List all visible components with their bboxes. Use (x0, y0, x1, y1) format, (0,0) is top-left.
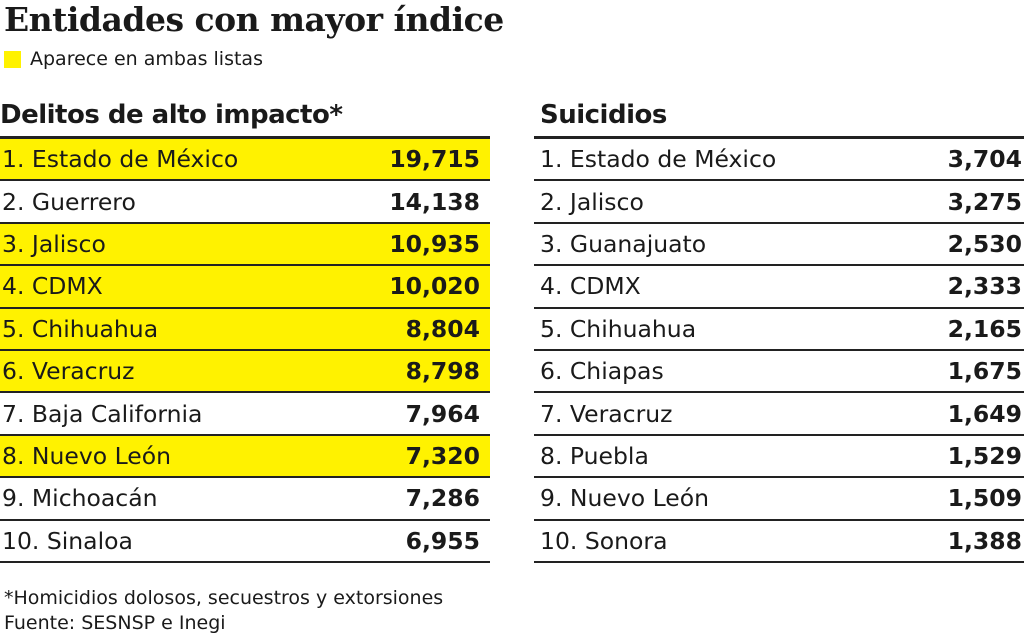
row-value: 2,333 (947, 272, 1022, 301)
table-delitos: Delitos de alto impacto* 1. Estado de Mé… (0, 100, 490, 563)
row-label: 6. Chiapas (540, 357, 664, 386)
page-title: Entidades con mayor índice (4, 0, 504, 39)
row-value: 1,675 (947, 357, 1022, 386)
table-row: 6. Chiapas 1,675 (534, 351, 1024, 394)
row-label: 1. Estado de México (2, 145, 239, 174)
row-label: 3. Guanajuato (540, 229, 707, 258)
row-label: 10. Sinaloa (2, 526, 133, 555)
table-row: 2. Guerrero 14,138 (0, 181, 490, 224)
row-value: 1,529 (947, 441, 1022, 470)
table-row: 7. Baja California 7,964 (0, 393, 490, 436)
row-value: 8,804 (405, 314, 480, 343)
row-value: 7,964 (405, 399, 480, 428)
row-value: 3,275 (947, 187, 1022, 216)
row-label: 7. Baja California (2, 399, 203, 428)
row-label: 9. Michoacán (2, 484, 158, 513)
row-label: 4. CDMX (2, 272, 103, 301)
row-value: 1,509 (947, 484, 1022, 513)
table-row: 3. Guanajuato 2,530 (534, 224, 1024, 267)
table-row: 3. Jalisco 10,935 (0, 223, 490, 267)
table-rows: 1. Estado de México 3,704 2. Jalisco 3,275 3… (534, 136, 1024, 563)
row-value: 1,649 (947, 399, 1022, 428)
row-label: 6. Veracruz (2, 357, 135, 386)
row-value: 2,530 (947, 229, 1022, 258)
row-value: 3,704 (947, 145, 1022, 174)
row-label: 5. Chihuahua (2, 314, 159, 343)
row-label: 7. Veracruz (540, 399, 673, 428)
row-label: 10. Sonora (540, 526, 668, 555)
table-row: 5. Chihuahua 8,804 (0, 308, 490, 351)
row-value: 6,955 (405, 526, 480, 555)
row-value: 19,715 (389, 145, 480, 174)
table-row: 8. Nuevo León 7,320 (0, 435, 490, 479)
footnotes: *Homicidios dolosos, secuestros y extors… (4, 586, 443, 636)
row-value: 14,138 (389, 187, 480, 216)
row-label: 5. Chihuahua (540, 314, 697, 343)
row-value: 10,020 (389, 272, 480, 301)
row-value: 1,388 (947, 526, 1022, 555)
row-label: 3. Jalisco (2, 229, 106, 258)
table-row: 2. Jalisco 3,275 (534, 181, 1024, 224)
table-title: Delitos de alto impacto* (0, 100, 343, 130)
table-row: 5. Chihuahua 2,165 (534, 309, 1024, 351)
row-label: 2. Guerrero (2, 187, 136, 216)
table-row: 10. Sonora 1,388 (534, 521, 1024, 563)
legend: Aparece en ambas listas (4, 48, 263, 70)
row-value: 8,798 (405, 357, 480, 386)
table-suicidios: Suicidios 1. Estado de México 3,704 2. Jal… (534, 100, 1024, 563)
row-value: 7,320 (405, 441, 480, 470)
table-row: 8. Puebla 1,529 (534, 436, 1024, 479)
row-label: 8. Puebla (540, 441, 649, 470)
table-row: 1. Estado de México 19,715 (0, 139, 490, 182)
row-label: 1. Estado de México (540, 145, 777, 174)
source: Fuente: SESNSP e Inegi (4, 612, 226, 634)
table-row: 10. Sinaloa 6,955 (0, 521, 490, 563)
row-value: 7,286 (405, 484, 480, 513)
table-row: 9. Michoacán 7,286 (0, 478, 490, 521)
table-row: 1. Estado de México 3,704 (534, 139, 1024, 182)
table-title: Suicidios (540, 100, 667, 130)
table-row: 9. Nuevo León 1,509 (534, 478, 1024, 521)
row-value: 2,165 (947, 314, 1022, 343)
table-row: 4. CDMX 10,020 (0, 266, 490, 309)
table-row: 7. Veracruz 1,649 (534, 393, 1024, 436)
footnote: *Homicidios dolosos, secuestros y extors… (4, 587, 444, 609)
row-label: 9. Nuevo León (540, 484, 709, 513)
legend-label: Aparece en ambas listas (30, 48, 263, 70)
legend-swatch (4, 50, 21, 68)
row-value: 10,935 (389, 229, 480, 258)
row-label: 2. Jalisco (540, 187, 644, 216)
table-rows: 1. Estado de México 19,715 2. Guerrero 14,1… (0, 136, 490, 563)
row-label: 4. CDMX (540, 272, 641, 301)
table-row: 6. Veracruz 8,798 (0, 350, 490, 394)
row-label: 8. Nuevo León (2, 441, 171, 470)
table-row: 4. CDMX 2,333 (534, 266, 1024, 309)
